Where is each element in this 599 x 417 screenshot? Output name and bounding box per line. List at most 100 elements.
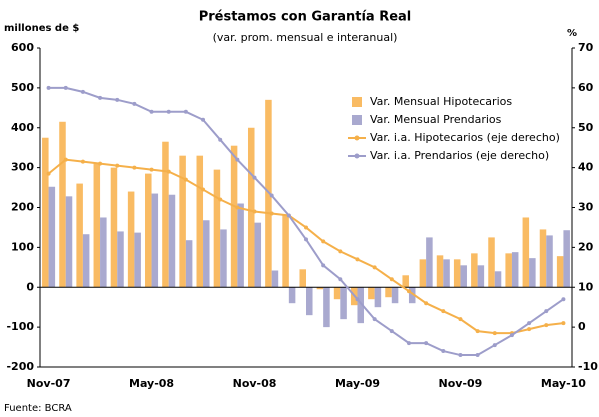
line-point: [406, 289, 411, 294]
line-point: [252, 209, 257, 214]
bar: [426, 237, 433, 288]
line-point: [63, 157, 68, 162]
bar: [134, 232, 141, 288]
line-point: [166, 169, 171, 174]
y-tick-label: 500: [11, 81, 34, 94]
bar: [522, 217, 530, 288]
line-point: [441, 349, 446, 354]
line-point: [115, 163, 120, 168]
bar: [145, 173, 152, 288]
bar: [213, 169, 221, 288]
y2-tick-label: 20: [578, 240, 594, 253]
bar: [505, 253, 512, 288]
bar: [288, 287, 296, 304]
line-point: [149, 167, 154, 172]
line-point: [321, 239, 326, 244]
bar: [323, 287, 330, 328]
bar: [477, 265, 485, 288]
line-point: [115, 97, 120, 102]
line-point: [235, 157, 240, 162]
bar: [391, 287, 399, 304]
line-point: [458, 317, 463, 322]
x-tick-label: Nov-08: [233, 377, 277, 390]
bar: [162, 141, 169, 288]
line-point: [561, 297, 566, 302]
line-point: [98, 161, 103, 166]
bar: [563, 230, 570, 288]
y2-tick-label: -10: [578, 360, 598, 373]
y2-tick-label: 60: [578, 81, 594, 94]
y2-tick-label: 50: [578, 121, 594, 134]
bar: [127, 191, 135, 288]
bar: [93, 163, 101, 288]
line-point: [475, 329, 480, 334]
line-point: [424, 341, 429, 346]
bar: [82, 234, 90, 288]
bar: [185, 240, 193, 288]
line-point: [406, 341, 411, 346]
line-point: [492, 343, 497, 348]
bar: [203, 220, 210, 288]
line-point: [218, 197, 223, 202]
line-point: [389, 329, 394, 334]
y2-tick-label: 0: [578, 320, 586, 333]
bar: [237, 203, 244, 288]
bar: [443, 259, 450, 288]
legend-swatch: [352, 97, 362, 107]
y-tick-label: -100: [6, 320, 34, 333]
line-point: [269, 211, 274, 216]
chart-title: Préstamos con Garantía Real: [199, 10, 412, 25]
y-tick-label: 600: [11, 41, 34, 54]
bar: [471, 253, 478, 288]
legend-marker: [354, 135, 360, 141]
bar: [42, 137, 49, 288]
bar: [220, 229, 227, 288]
line-point: [321, 263, 326, 268]
bar: [546, 235, 553, 288]
line-point: [304, 237, 308, 242]
line-point: [235, 205, 240, 210]
line-point: [218, 137, 223, 142]
bar: [151, 193, 159, 288]
line-point: [183, 109, 188, 114]
bar: [179, 155, 186, 288]
line-point: [355, 257, 360, 262]
bar: [340, 287, 347, 320]
line-point: [338, 277, 343, 282]
bar: [316, 287, 324, 290]
y2-tick-label: 40: [578, 161, 594, 174]
bar: [539, 229, 547, 288]
bar: [357, 287, 365, 324]
line-point: [372, 317, 377, 322]
line-point: [252, 175, 257, 180]
bar: [76, 183, 83, 288]
y-tick-label: 100: [11, 240, 34, 253]
x-tick-label: Nov-09: [439, 377, 483, 390]
bar: [271, 270, 279, 288]
line-point: [441, 309, 446, 314]
line-point: [63, 85, 68, 90]
y2-tick-label: 30: [578, 201, 594, 214]
bar: [374, 287, 382, 308]
bar: [65, 196, 73, 288]
x-tick-label: May-08: [129, 377, 174, 390]
line-point: [544, 309, 549, 314]
bar: [419, 259, 427, 288]
y2-tick-label: 70: [578, 41, 594, 54]
line-point: [149, 109, 154, 114]
line-point: [304, 225, 308, 230]
bar: [117, 231, 124, 288]
y2-tick-label: 10: [578, 280, 594, 293]
y-axis-label: millones de $: [4, 23, 79, 34]
legend-label: Var. i.a. Hipotecarios (eje derecho): [370, 131, 560, 144]
bar: [494, 271, 502, 288]
line-point: [338, 249, 343, 254]
bar: [529, 258, 536, 288]
x-tick-label: May-10: [541, 377, 586, 390]
line-point: [544, 323, 549, 328]
line-point: [509, 333, 514, 338]
y-tick-label: -200: [6, 360, 34, 373]
legend-marker: [354, 153, 360, 159]
line-point: [424, 301, 429, 306]
bar: [306, 287, 313, 316]
